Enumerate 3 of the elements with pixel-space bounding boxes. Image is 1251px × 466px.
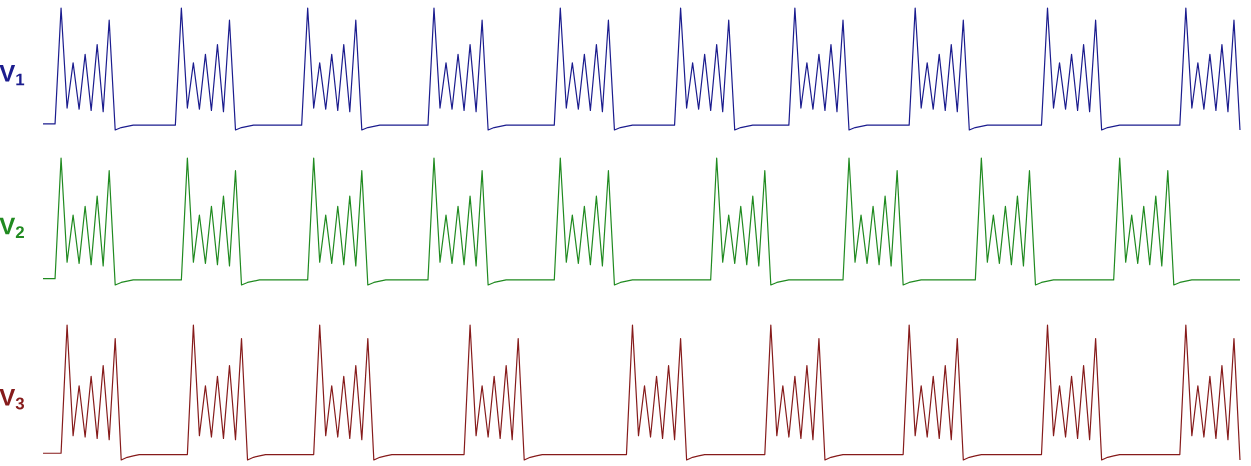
y-axis-title: V$_{2}$	[0, 217, 24, 238]
y-axis-title: V$_{1}$	[0, 64, 25, 86]
y-axis-title: V$_{3}$	[0, 389, 25, 410]
